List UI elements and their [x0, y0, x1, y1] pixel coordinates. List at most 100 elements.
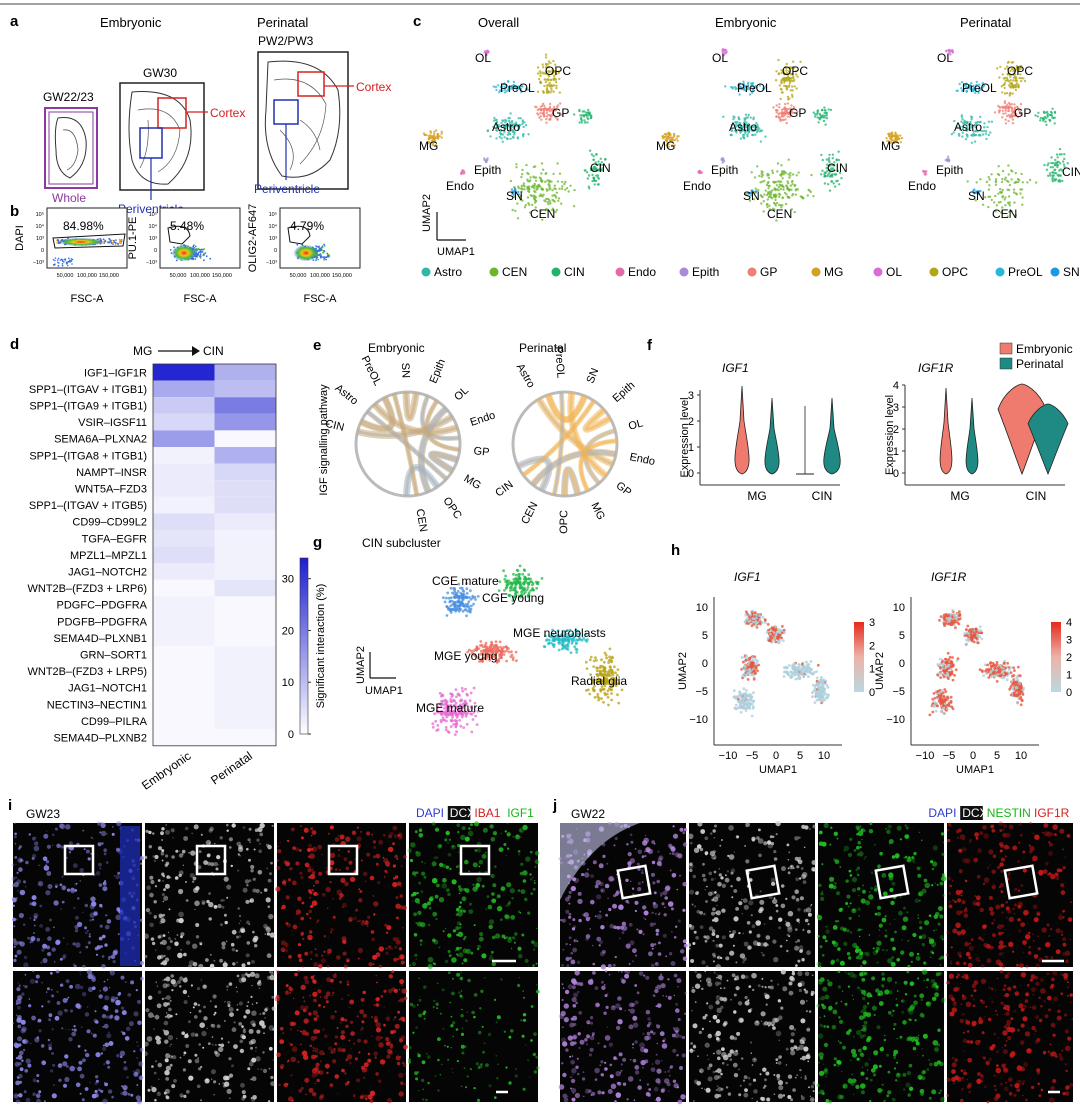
umap-cell-cin — [1046, 115, 1049, 118]
umap-cell-cen — [988, 178, 991, 181]
subcluster-cell-mge-young — [498, 649, 501, 653]
feature-xtick: 0 — [970, 750, 976, 762]
facs-event — [68, 260, 71, 263]
heatmap-row-label: SPP1–(ITGAV + ITGB5) — [29, 500, 147, 512]
feature-cell — [807, 666, 811, 670]
umap-cell-cen — [994, 180, 998, 183]
facs-event — [53, 264, 55, 266]
umap-cell-opc — [780, 91, 784, 94]
heatmap-cell — [153, 712, 215, 730]
umap-cell-epith — [486, 157, 489, 160]
facs-event — [52, 258, 55, 261]
facs-density — [172, 245, 196, 261]
umap-cell-cen — [573, 188, 576, 192]
subcluster-cell-cge-mature — [454, 608, 458, 612]
umap-cell-opc — [774, 79, 778, 82]
umap-cell-cen — [759, 194, 763, 197]
umap-cell-cen — [987, 188, 991, 191]
umap-cell-mg — [436, 132, 440, 136]
umap-cell-cen — [515, 166, 518, 169]
umap-cell-cen — [801, 197, 805, 200]
umap-cell-opc — [779, 87, 783, 91]
umap-cell-cen — [565, 187, 569, 190]
subcluster-cell-radial-glia — [609, 666, 612, 669]
feature-cell — [750, 702, 754, 706]
umap-cell-cin — [590, 153, 594, 156]
subcluster-cell-mge-mature — [455, 719, 459, 723]
feature-ytick: −5 — [695, 686, 708, 698]
umap-cell-cen — [532, 165, 536, 169]
facs-event — [327, 254, 329, 257]
g-axis-x: UMAP1 — [365, 685, 403, 697]
umap-cell-cen — [523, 185, 526, 188]
facs-ytick: 0 — [41, 248, 44, 254]
umap-cell-cen — [557, 199, 560, 203]
umap-cell-cen — [564, 188, 567, 191]
umap-cell-cen — [778, 195, 781, 198]
subcluster-cell-radial-glia — [608, 655, 611, 659]
subcluster-cell-mge-young — [500, 647, 504, 650]
umap-cell-gp — [778, 106, 781, 109]
facs-event — [316, 245, 318, 248]
subcluster-cell-cge-mature — [469, 589, 472, 593]
umap-cell-cen — [534, 179, 538, 182]
umap-label-opc: OPC — [545, 64, 571, 78]
facs-xtick: 100,000 — [190, 273, 210, 279]
umap-cell-mg — [440, 136, 443, 139]
umap-cell-cin — [1051, 166, 1055, 169]
umap-cell-cin — [582, 114, 585, 117]
feature-cell — [748, 707, 752, 710]
feature-cell — [766, 623, 770, 626]
umap-cell-cen — [761, 171, 764, 174]
umap-cell-gp — [538, 107, 541, 111]
umap-cell-gp — [541, 102, 545, 106]
feature-cell — [778, 629, 782, 633]
subcluster-cell-mge-neuroblasts — [564, 646, 568, 650]
umap-cell-opc — [785, 85, 789, 89]
feature-cell — [758, 614, 761, 617]
facs-event — [193, 244, 195, 247]
subcluster-cell-radial-glia — [610, 698, 613, 702]
facs-event — [317, 258, 320, 261]
subcluster-cell-radial-glia — [592, 659, 596, 663]
umap-cell-cin — [585, 171, 589, 174]
umap-cell-preol — [501, 89, 504, 92]
umap-cell-cen — [780, 174, 783, 177]
umap-cell-opc — [1001, 73, 1004, 76]
subcluster-cell-radial-glia — [603, 670, 607, 673]
umap-cell-gp — [781, 112, 785, 116]
umap-cell-opc — [544, 56, 548, 59]
umap-cell-gp — [1004, 122, 1008, 125]
umap-cell-gp — [551, 108, 554, 111]
umap-cell-astro — [495, 137, 498, 140]
subcluster-cell-cge-young — [504, 586, 508, 590]
heatmap-cell — [214, 530, 276, 547]
legend-dot-sn — [1050, 267, 1060, 277]
umap-cell-cin — [1050, 114, 1054, 117]
umap-cell-opc — [791, 95, 794, 99]
umap-cell-cen — [1001, 177, 1004, 181]
violin-legend-swatch — [999, 357, 1013, 370]
umap-cell-astro — [730, 133, 733, 137]
feature-cell — [745, 672, 749, 675]
umap-cell-opc — [996, 67, 999, 70]
umap-cell-cin — [816, 111, 819, 114]
subcluster-cell-radial-glia — [603, 651, 607, 655]
subcluster-cell-mge-young — [493, 644, 496, 647]
umap-cell-cen — [534, 190, 537, 194]
umap-cell-cen — [766, 198, 769, 201]
umap-cell-opc — [555, 84, 558, 87]
facs-ytick: 10³ — [149, 236, 157, 242]
umap-axis-y: UMAP2 — [421, 194, 433, 232]
subcluster-cell-radial-glia — [585, 667, 589, 670]
subcluster-cell-mge-young — [480, 643, 484, 647]
chord-link — [402, 391, 420, 422]
umap-cell-cin — [1036, 115, 1040, 118]
facs-event — [323, 245, 326, 247]
umap-cell-cen — [534, 176, 538, 179]
subcluster-cell-cge-young — [523, 569, 527, 572]
umap-cell-gp — [551, 111, 555, 115]
umap-cell-mg — [672, 135, 676, 138]
heatmap-cell — [214, 662, 276, 680]
feature-cell — [809, 660, 813, 663]
